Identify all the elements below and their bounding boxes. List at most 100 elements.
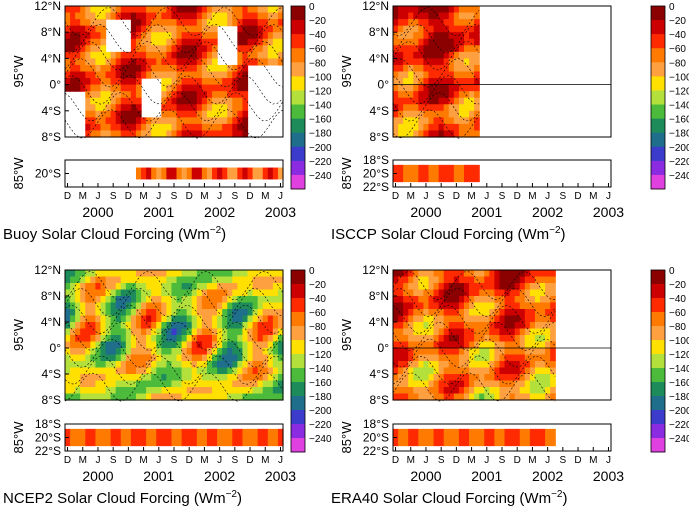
field-cell xyxy=(120,387,127,395)
lower-strip-cells xyxy=(393,428,556,447)
field-cell xyxy=(115,58,122,66)
field-cell xyxy=(186,64,193,73)
field-cell xyxy=(232,91,238,99)
field-cell xyxy=(171,361,178,369)
field-cell xyxy=(166,91,173,99)
strip-cell xyxy=(191,428,198,447)
field-cell xyxy=(469,315,475,323)
field-cell xyxy=(227,97,233,105)
field-cell xyxy=(428,335,435,343)
field-cell xyxy=(418,270,425,278)
month-tick-label: S xyxy=(232,191,239,202)
field-cell xyxy=(95,348,102,356)
field-cell xyxy=(100,328,107,336)
field-cell xyxy=(135,289,142,297)
field-cell xyxy=(141,123,147,132)
field-cell xyxy=(423,51,430,59)
field-cell xyxy=(514,348,521,356)
field-cell xyxy=(135,84,142,92)
field-cell xyxy=(201,276,208,284)
strip-cell xyxy=(423,164,430,183)
field-cell xyxy=(423,130,430,138)
colorbar-label: −100 xyxy=(309,72,332,83)
field-cell xyxy=(448,19,455,27)
field-cell xyxy=(453,45,460,53)
field-cell xyxy=(217,283,223,291)
field-cell xyxy=(413,341,419,349)
field-cell xyxy=(540,276,546,284)
field-cell xyxy=(262,335,269,343)
field-cell xyxy=(398,91,404,99)
field-cell xyxy=(504,322,511,330)
field-cell xyxy=(85,58,91,66)
field-cell xyxy=(453,270,460,278)
colorbar-swatch xyxy=(651,270,665,285)
field-cell xyxy=(277,361,284,369)
field-cell xyxy=(499,328,506,336)
field-cell xyxy=(141,38,147,46)
field-cell xyxy=(433,380,440,388)
field-cell xyxy=(166,19,173,27)
field-cell xyxy=(499,348,506,356)
colorbar-label: −140 xyxy=(669,364,689,375)
field-cell xyxy=(161,341,167,349)
field-cell xyxy=(80,276,86,284)
field-cell xyxy=(166,374,173,382)
field-cell xyxy=(484,354,490,362)
field-cell xyxy=(474,71,480,79)
field-cell xyxy=(90,97,97,105)
field-cell xyxy=(171,117,178,125)
field-cell xyxy=(125,387,132,395)
field-cell xyxy=(100,110,107,118)
field-cell xyxy=(222,296,228,304)
field-cell xyxy=(196,64,203,73)
field-cell xyxy=(227,335,233,343)
strip-cell xyxy=(499,428,506,447)
field-cell xyxy=(403,64,409,73)
field-cell xyxy=(469,276,475,284)
field-cell xyxy=(110,296,117,304)
field-cell xyxy=(146,38,152,46)
field-cell xyxy=(272,361,279,369)
field-cell xyxy=(499,367,506,375)
field-cell xyxy=(191,25,198,33)
field-cell xyxy=(272,322,279,330)
field-cell xyxy=(176,276,183,284)
field-cell xyxy=(458,322,465,330)
field-cell xyxy=(448,32,455,40)
field-cell xyxy=(90,341,97,349)
colorbar-swatch xyxy=(291,424,305,439)
field-cell xyxy=(257,302,264,310)
field-cell xyxy=(237,309,244,317)
field-cell xyxy=(514,335,521,343)
field-cell xyxy=(479,374,485,382)
field-cell xyxy=(135,130,142,138)
month-tick-label: J xyxy=(278,455,283,466)
field-cell xyxy=(70,25,76,33)
field-cell xyxy=(105,104,112,112)
field-cell xyxy=(524,393,531,401)
field-cell xyxy=(206,38,213,46)
field-cell xyxy=(545,276,551,284)
field-cell xyxy=(75,19,81,27)
field-cell xyxy=(504,341,511,349)
colorbar-label: −120 xyxy=(669,86,689,97)
field-cell xyxy=(474,270,480,278)
field-cell xyxy=(524,283,531,291)
field-cell xyxy=(85,71,91,79)
field-cell xyxy=(156,361,162,369)
field-cell xyxy=(393,64,399,73)
field-cell xyxy=(403,58,409,66)
field-cell xyxy=(146,296,152,304)
field-cell xyxy=(398,71,404,79)
strip-cell xyxy=(146,167,152,180)
field-cell xyxy=(448,348,455,356)
field-cell xyxy=(277,374,284,382)
field-cell xyxy=(237,296,244,304)
field-cell xyxy=(161,32,167,40)
field-cell xyxy=(105,130,112,138)
field-cell xyxy=(146,387,152,395)
field-cell xyxy=(95,315,102,323)
field-cell xyxy=(232,341,238,349)
field-cell xyxy=(166,6,173,14)
